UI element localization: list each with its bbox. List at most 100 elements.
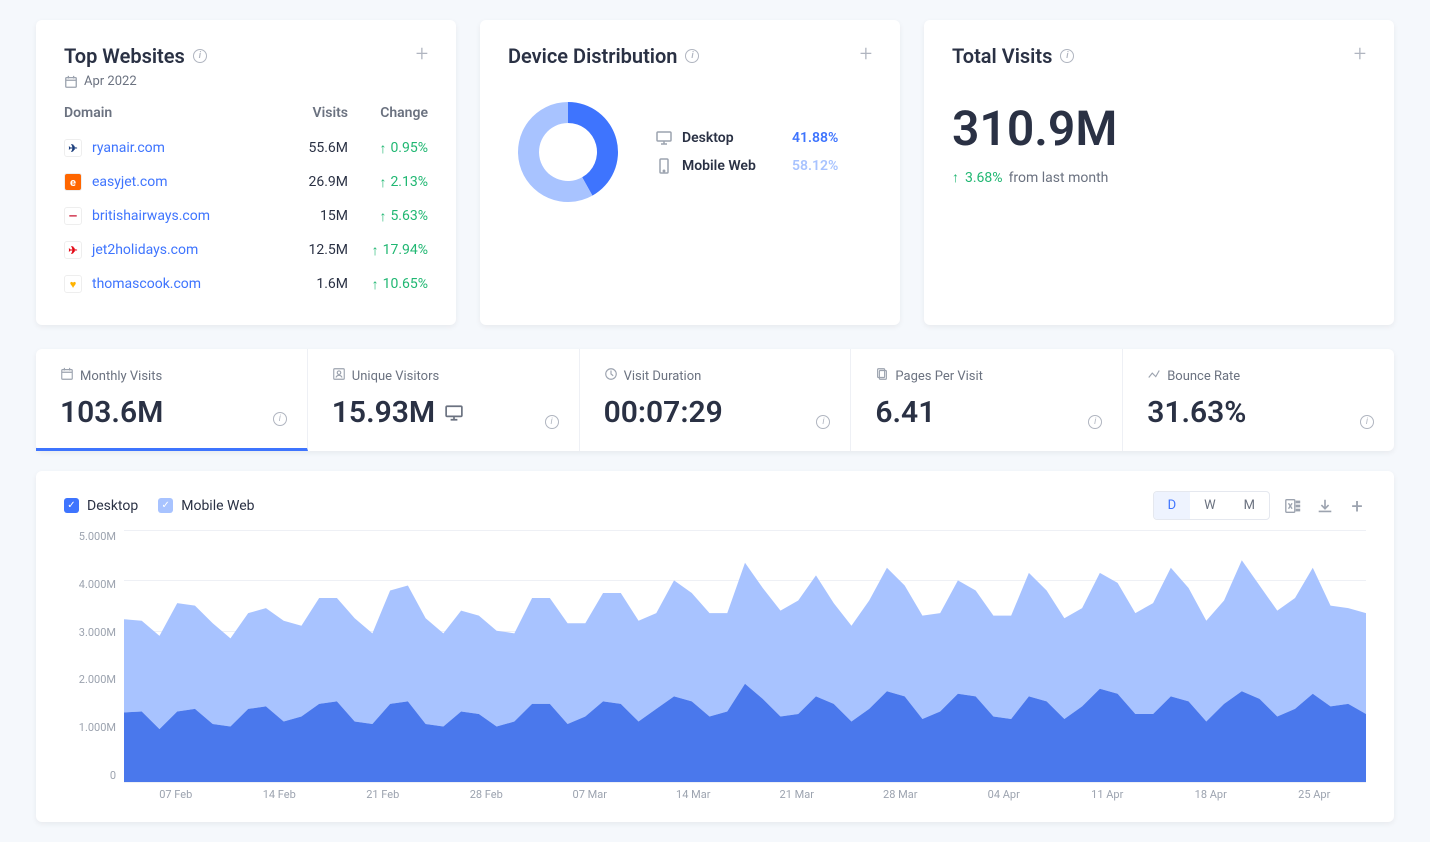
add-widget-button[interactable]: + [856, 44, 876, 64]
date-selector[interactable]: Apr 2022 [64, 74, 428, 89]
time-button-d[interactable]: D [1154, 492, 1191, 519]
kpi-value: 15.93M [332, 395, 555, 430]
total-visits-title: Total Visits i [952, 44, 1366, 68]
col-domain: Domain [64, 105, 278, 121]
add-widget-button[interactable]: + [1350, 44, 1370, 64]
device-pct: 58.12% [792, 158, 838, 174]
chart-area: 5.000M4.000M3.000M2.000M1.000M0 07 Feb14… [64, 530, 1366, 810]
info-icon[interactable]: i [193, 49, 207, 63]
table-row[interactable]: ✈ ryanair.com 55.6M ↑0.95% [64, 131, 428, 165]
info-icon[interactable]: i [816, 415, 830, 429]
kpi-bounce-rate[interactable]: Bounce Rate 31.63% i [1123, 349, 1394, 451]
desktop-icon [656, 130, 672, 146]
up-arrow-icon: ↑ [372, 276, 379, 293]
up-arrow-icon: ↑ [952, 169, 959, 186]
x-tick: 11 Apr [1056, 788, 1160, 810]
device-label: Mobile Web [682, 158, 782, 174]
x-tick: 21 Mar [745, 788, 849, 810]
table-row[interactable]: e easyjet.com 26.9M ↑2.13% [64, 165, 428, 199]
kpi-value: 6.41 [875, 395, 1098, 430]
chart-controls: DWM + [1153, 491, 1366, 520]
y-tick: 1.000M [64, 721, 116, 734]
x-tick: 07 Feb [124, 788, 228, 810]
mobile-icon [656, 158, 672, 174]
favicon-icon: ♥ [64, 275, 82, 293]
total-visits-value: 310.9M [952, 100, 1366, 157]
x-axis: 07 Feb14 Feb21 Feb28 Feb07 Mar14 Mar21 M… [124, 788, 1366, 810]
domain-link[interactable]: britishairways.com [92, 208, 278, 224]
chart-legend: ✓Desktop ✓Mobile Web [64, 498, 255, 514]
device-legend-item: Desktop41.88% [656, 124, 872, 152]
col-visits: Visits [278, 105, 348, 121]
top-websites-title: Top Websites i [64, 44, 428, 68]
x-tick: 25 Apr [1263, 788, 1367, 810]
device-legend-item: Mobile Web 58.12% [656, 152, 872, 180]
bounce-icon [1147, 367, 1161, 385]
kpi-value: 00:07:29 [604, 395, 827, 430]
area-chart-svg [124, 530, 1366, 782]
table-row[interactable]: ♥ thomascook.com 1.6M ↑10.65% [64, 267, 428, 301]
total-visits-change-pct: 3.68% [965, 170, 1003, 186]
user-icon [332, 367, 346, 385]
visits-value: 15M [278, 208, 348, 224]
time-button-m[interactable]: M [1230, 492, 1269, 519]
x-tick: 18 Apr [1159, 788, 1263, 810]
info-icon[interactable]: i [1088, 415, 1102, 429]
legend-item[interactable]: ✓Mobile Web [158, 498, 254, 514]
favicon-icon: — [64, 207, 82, 225]
device-distribution-title: Device Distribution i [508, 44, 872, 68]
favicon-icon: e [64, 173, 82, 191]
info-icon[interactable]: i [1360, 415, 1374, 429]
kpi-pages-per-visit[interactable]: Pages Per Visit 6.41 i [851, 349, 1123, 451]
domain-link[interactable]: thomascook.com [92, 276, 278, 292]
info-icon[interactable]: i [273, 412, 287, 426]
top-websites-header: Domain Visits Change [64, 105, 428, 121]
x-tick: 14 Feb [228, 788, 332, 810]
info-icon[interactable]: i [685, 49, 699, 63]
kpi-monthly-visits[interactable]: Monthly Visits 103.6M i [36, 349, 308, 451]
y-tick: 0 [64, 769, 116, 782]
x-tick: 07 Mar [538, 788, 642, 810]
device-distribution-card: Device Distribution i + Desktop41.88%Mob… [480, 20, 900, 325]
kpi-label: Visit Duration [604, 367, 827, 385]
x-tick: 28 Feb [435, 788, 539, 810]
time-button-w[interactable]: W [1190, 492, 1230, 519]
kpi-label: Unique Visitors [332, 367, 555, 385]
col-change: Change [348, 105, 428, 121]
y-tick: 3.000M [64, 626, 116, 639]
excel-export-icon[interactable] [1284, 497, 1302, 515]
domain-link[interactable]: easyjet.com [92, 174, 278, 190]
favicon-icon: ✈ [64, 241, 82, 259]
device-distribution-title-text: Device Distribution [508, 44, 677, 68]
kpi-visit-duration[interactable]: Visit Duration 00:07:29 i [580, 349, 852, 451]
info-icon[interactable]: i [545, 415, 559, 429]
info-icon[interactable]: i [1060, 49, 1074, 63]
kpi-unique-visitors[interactable]: Unique Visitors 15.93M i [308, 349, 580, 451]
device-legend: Desktop41.88% Mobile Web 58.12% [656, 124, 872, 180]
download-icon[interactable] [1316, 497, 1334, 515]
visits-value: 12.5M [278, 242, 348, 258]
up-arrow-icon: ↑ [379, 174, 386, 191]
domain-link[interactable]: jet2holidays.com [92, 242, 278, 258]
x-tick: 14 Mar [642, 788, 746, 810]
grid-line [124, 782, 1366, 783]
table-row[interactable]: ✈ jet2holidays.com 12.5M ↑17.94% [64, 233, 428, 267]
x-tick: 28 Mar [849, 788, 953, 810]
kpi-label-text: Visit Duration [624, 369, 702, 384]
calendar-icon [64, 75, 78, 89]
change-value: ↑0.95% [348, 140, 428, 157]
kpi-label: Pages Per Visit [875, 367, 1098, 385]
change-value: ↑5.63% [348, 208, 428, 225]
domain-link[interactable]: ryanair.com [92, 140, 278, 156]
y-tick: 4.000M [64, 578, 116, 591]
add-chart-button[interactable]: + [1348, 497, 1366, 515]
kpi-label-text: Bounce Rate [1167, 369, 1240, 384]
table-row[interactable]: — britishairways.com 15M ↑5.63% [64, 199, 428, 233]
checkbox-icon[interactable]: ✓ [64, 498, 79, 513]
date-text: Apr 2022 [84, 74, 137, 89]
add-widget-button[interactable]: + [412, 44, 432, 64]
kpi-label-text: Pages Per Visit [895, 369, 983, 384]
legend-item[interactable]: ✓Desktop [64, 498, 138, 514]
kpi-label-text: Monthly Visits [80, 369, 162, 384]
checkbox-icon[interactable]: ✓ [158, 498, 173, 513]
